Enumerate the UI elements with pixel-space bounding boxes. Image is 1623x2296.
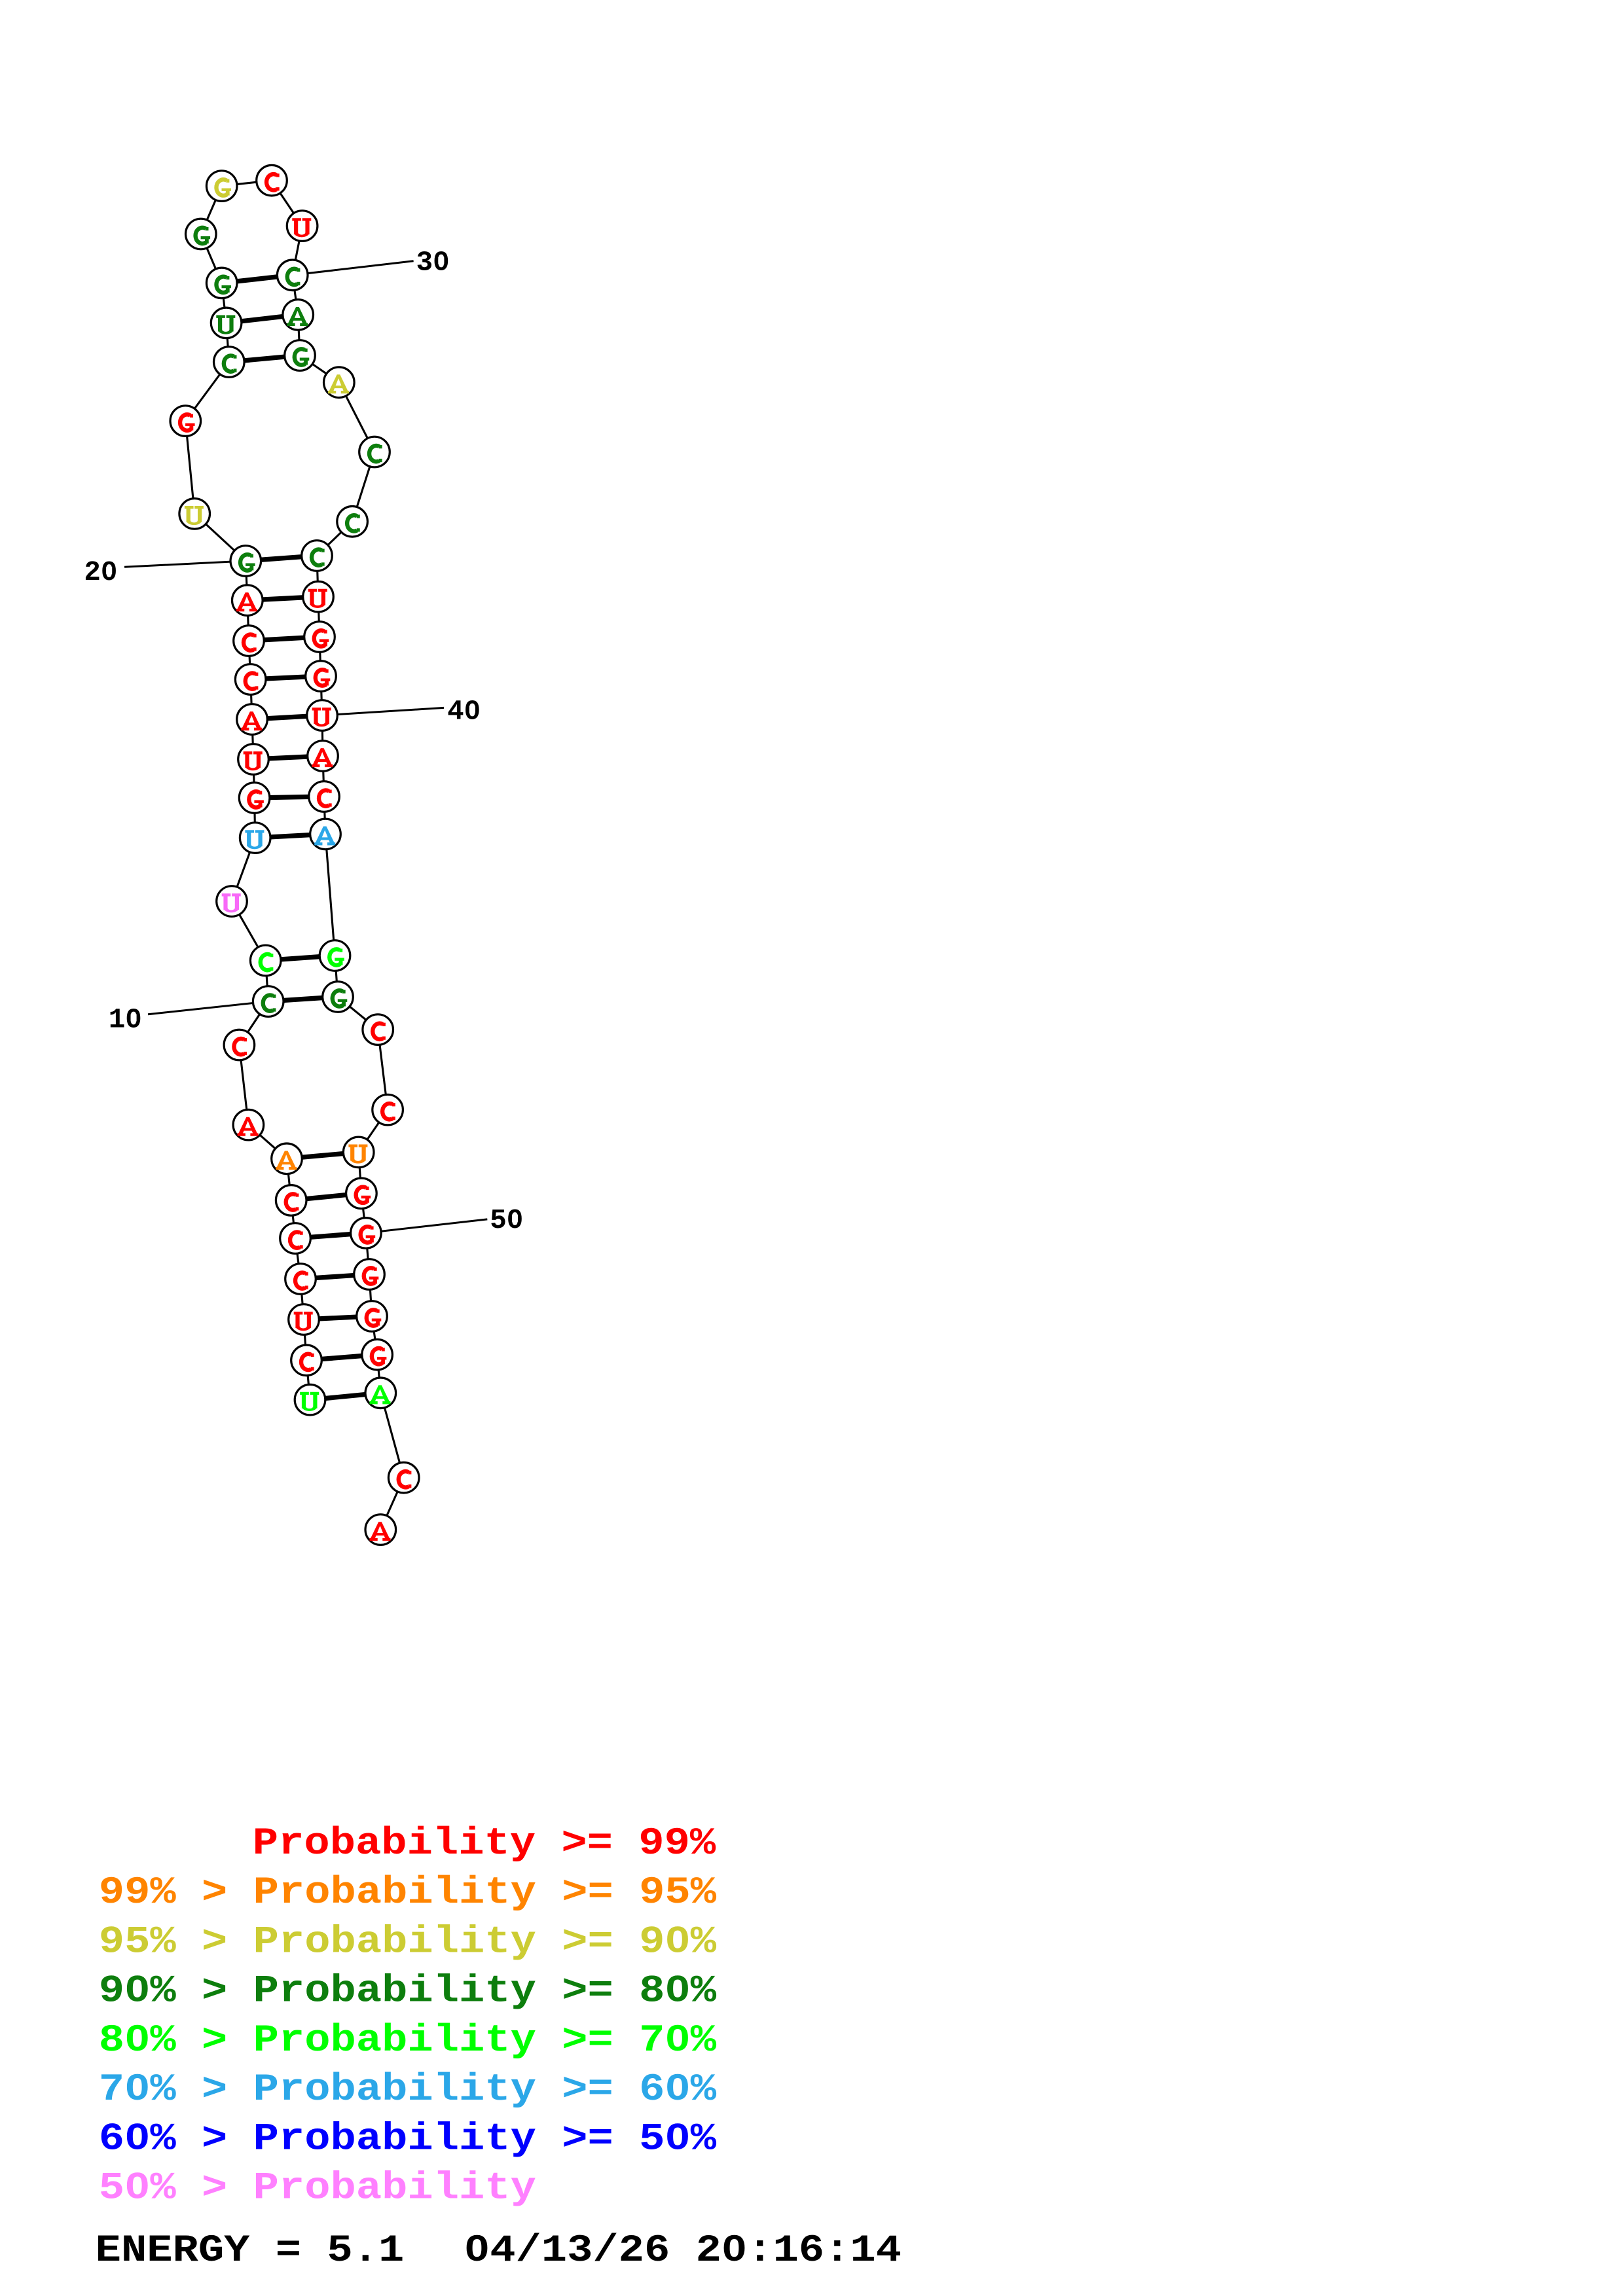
svg-text:40: 40 (447, 696, 481, 728)
svg-text:60% > Probability >= 50%: 60% > Probability >= 50% (99, 2118, 716, 2161)
svg-text:95% > Probability >= 90%: 95% > Probability >= 90% (99, 1921, 716, 1964)
svg-text:50: 50 (490, 1204, 523, 1236)
svg-text:80% > Probability >= 70%: 80% > Probability >= 70% (99, 2020, 716, 2062)
svg-text:04/13/26 20:16:14: 04/13/26 20:16:14 (464, 2230, 902, 2272)
svg-text:30: 30 (416, 247, 450, 279)
svg-text:20: 20 (84, 556, 117, 588)
svg-text:99% > Probability >= 95%: 99% > Probability >= 95% (99, 1872, 716, 1914)
svg-text:90% > Probability >= 80%: 90% > Probability >= 80% (99, 1971, 716, 2013)
svg-text:10: 10 (109, 1004, 142, 1036)
svg-text:ENERGY = 5.1: ENERGY = 5.1 (96, 2230, 405, 2272)
svg-text:70% > Probability >= 60%: 70% > Probability >= 60% (99, 2069, 716, 2111)
svg-text:50% > Probability: 50% > Probability (99, 2168, 536, 2210)
svg-text:Probability >= 99%: Probability >= 99% (253, 1823, 716, 1865)
